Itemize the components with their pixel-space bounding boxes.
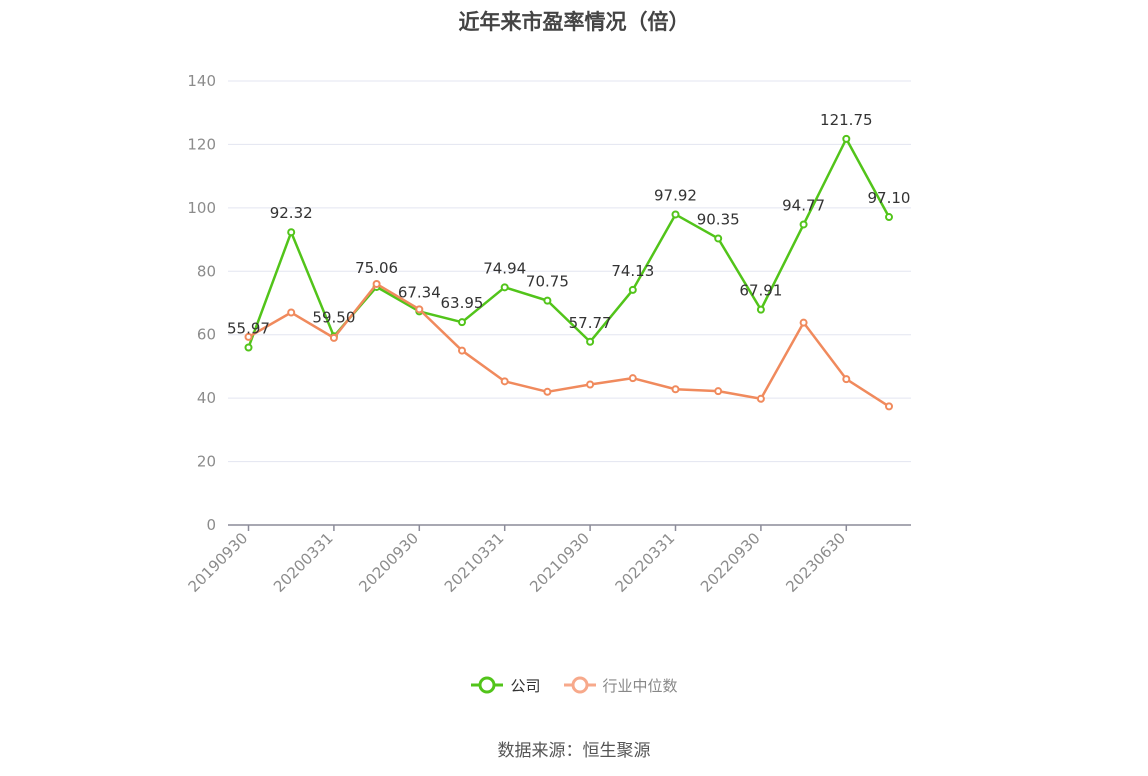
data-label: 74.13 [611,262,654,280]
data-label: 97.92 [654,186,697,204]
series-1-point [671,385,680,394]
series-0-point [586,337,595,346]
y-tick-label: 40 [197,389,216,407]
series-1-point [842,375,851,384]
legend-item-industry-median[interactable]: 行业中位数 [563,675,678,696]
series-0-point [714,234,723,243]
series-0-point [287,228,296,237]
series-0-point [458,318,466,327]
legend-marker-industry-median-icon [563,676,596,694]
series-1-point [586,380,595,389]
data-label: 70.75 [526,273,569,291]
y-tick-label: 20 [197,453,216,471]
series-1-point [244,332,253,341]
legend-label-company: 公司 [510,676,541,695]
series-0-point [799,220,808,229]
chart-title: 近年来市盈率情况（倍） [458,10,690,34]
series-1-point [415,305,424,314]
data-label: 121.75 [820,111,873,129]
y-tick-label: 120 [187,135,216,153]
x-tick-label: 20200930 [355,529,422,596]
grid-lines [228,80,911,463]
x-tick-label: 20230630 [782,529,849,596]
series-1-point [287,308,296,317]
y-tick-label: 100 [187,199,216,217]
series-0-point [244,343,253,352]
series-1-point [372,279,381,288]
series-1-point [885,402,893,411]
y-tick-label: 0 [206,516,216,534]
legend-item-company[interactable]: 公司 [470,675,541,696]
series-1-point [799,318,808,327]
series-1-point [458,346,466,355]
series-0-point [756,305,765,314]
axes: 0 20 40 60 80 100 120 140 20190930 20200331 202009… [185,72,911,596]
data-label: 97.10 [868,189,911,207]
data-label: 67.34 [398,283,441,301]
x-tick-label: 20200331 [270,529,337,596]
series-1-point [628,374,637,383]
y-tick-label: 140 [187,72,216,90]
legend: 公司 行业中位数 [0,672,1148,698]
series-0-point [500,283,509,292]
series-0-point [543,296,552,305]
x-tick-label: 20210930 [526,529,593,596]
series-0-point [628,285,637,294]
series-0-point [671,210,680,219]
series-0-point [842,134,851,143]
x-tick-label: 20220331 [612,529,679,596]
x-tick-label: 20220930 [697,529,764,596]
data-label: 94.77 [782,196,825,214]
data-label: 59.50 [312,308,355,326]
legend-marker-company-icon [471,676,504,694]
source-note: 数据来源：恒生聚源 [497,741,651,761]
series-1-point [756,394,765,403]
data-label: 63.95 [441,294,484,312]
series-1-point [543,387,552,396]
series-1-point [500,377,509,386]
y-tick-label: 80 [197,262,216,280]
series-0-point [885,213,893,222]
series-lines [244,134,893,411]
x-tick-label: 20190930 [185,529,252,596]
legend-label-industry-median: 行业中位数 [602,676,678,695]
series-line-1 [247,282,890,408]
x-tick-label: 20210331 [441,529,508,596]
data-label: 92.32 [270,204,313,222]
data-label: 90.35 [697,210,740,228]
data-label: 67.91 [739,282,782,300]
data-label: 57.77 [569,314,612,332]
y-tick-label: 60 [197,326,216,344]
data-label: 74.94 [483,259,526,277]
data-label: 55.97 [227,319,270,337]
series-1-point [714,387,723,396]
series-1-point [329,333,338,342]
data-label: 75.06 [355,259,398,277]
